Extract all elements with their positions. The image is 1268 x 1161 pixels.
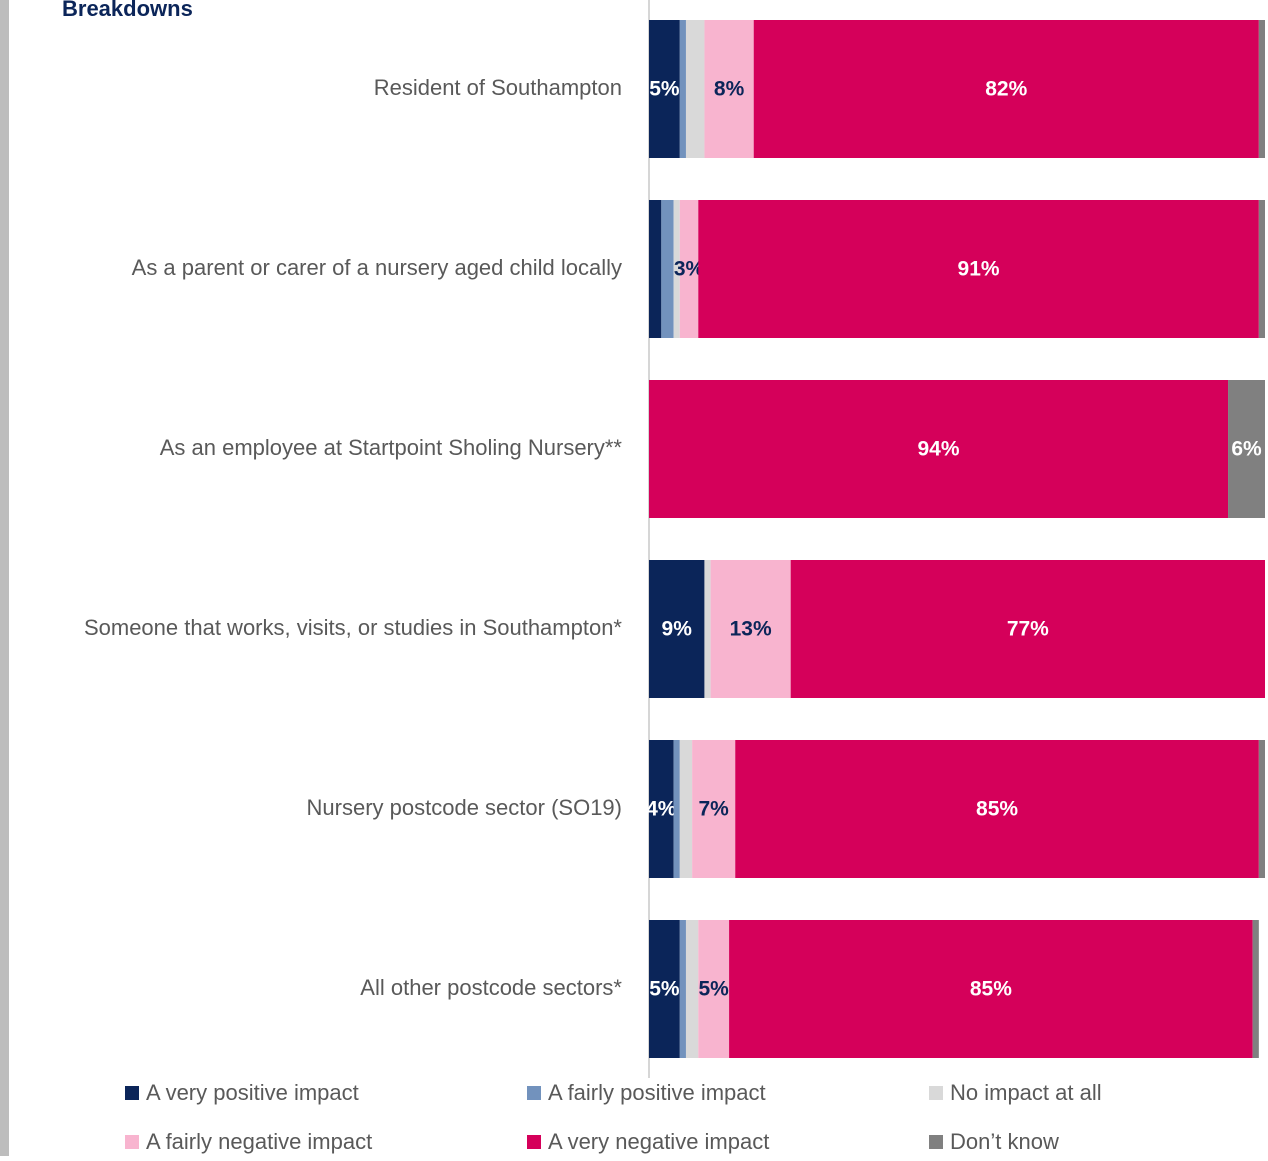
- legend-swatch: [527, 1086, 541, 1100]
- legend-label: No impact at all: [950, 1080, 1102, 1105]
- bar-segment: [679, 200, 699, 338]
- category-label: As a parent or carer of a nursery aged c…: [132, 255, 622, 280]
- data-label: 9%: [662, 618, 693, 641]
- bar-segment: [704, 560, 711, 698]
- bar-segment: [649, 200, 662, 338]
- bar-segment: [649, 920, 680, 1058]
- data-label: 4%: [646, 798, 677, 821]
- data-label: 13%: [730, 618, 772, 641]
- bar-segment: [1258, 200, 1265, 338]
- bar-segment: [1258, 740, 1265, 878]
- legend-swatch: [527, 1135, 541, 1149]
- bar-segment: [729, 920, 1253, 1058]
- left-border: [0, 0, 9, 1156]
- bar-segment: [1228, 380, 1265, 518]
- data-label: 94%: [918, 438, 960, 461]
- category-label: All other postcode sectors*: [360, 975, 622, 1000]
- bar-segment: [649, 740, 674, 878]
- bar-segment: [790, 560, 1265, 698]
- bar-segment: [649, 560, 705, 698]
- bar-segment: [753, 20, 1259, 158]
- legend-label: A fairly negative impact: [146, 1129, 372, 1154]
- bar-segment: [735, 740, 1259, 878]
- bar-segment: [673, 200, 680, 338]
- bar-segment: [649, 20, 680, 158]
- bar-segment: [685, 20, 705, 158]
- data-label: 85%: [976, 798, 1018, 821]
- legend-label: A very positive impact: [146, 1080, 359, 1105]
- data-label: 7%: [699, 798, 730, 821]
- bar-segment: [704, 20, 754, 158]
- legend-swatch: [125, 1135, 139, 1149]
- bar-segment: [692, 740, 736, 878]
- bar-segment: [673, 740, 680, 878]
- data-label: 85%: [970, 978, 1012, 1001]
- bar-segment: [1252, 920, 1259, 1058]
- bar-segment: [698, 200, 1259, 338]
- category-label: As an employee at Startpoint Sholing Nur…: [160, 435, 623, 460]
- bar-segment: [698, 920, 730, 1058]
- data-label: 5%: [649, 978, 680, 1001]
- chart-title: Breakdowns: [62, 0, 193, 21]
- category-label: Someone that works, visits, or studies i…: [84, 615, 622, 640]
- bar-segment: [679, 20, 686, 158]
- legend-label: Don’t know: [950, 1129, 1059, 1154]
- legend-swatch: [125, 1086, 139, 1100]
- data-label: 82%: [985, 78, 1027, 101]
- data-label: 5%: [699, 978, 730, 1001]
- data-label: 77%: [1007, 618, 1049, 641]
- bar-segment: [710, 560, 791, 698]
- legend-swatch: [929, 1135, 943, 1149]
- data-label: 6%: [1231, 438, 1262, 461]
- data-label: 5%: [649, 78, 680, 101]
- legend-label: A fairly positive impact: [548, 1080, 766, 1105]
- bar-segment: [1258, 20, 1265, 158]
- data-label: 91%: [958, 258, 1000, 281]
- bar-segment: [679, 740, 693, 878]
- bar-segment: [679, 920, 686, 1058]
- category-label: Nursery postcode sector (SO19): [307, 795, 622, 820]
- data-label: 8%: [714, 78, 745, 101]
- legend-label: A very negative impact: [548, 1129, 769, 1154]
- data-label: 3%: [674, 258, 705, 281]
- legend-swatch: [929, 1086, 943, 1100]
- bar-segment: [649, 380, 1229, 518]
- bar-segment: [661, 200, 674, 338]
- category-label: Resident of Southampton: [374, 75, 622, 100]
- bar-segment: [685, 920, 699, 1058]
